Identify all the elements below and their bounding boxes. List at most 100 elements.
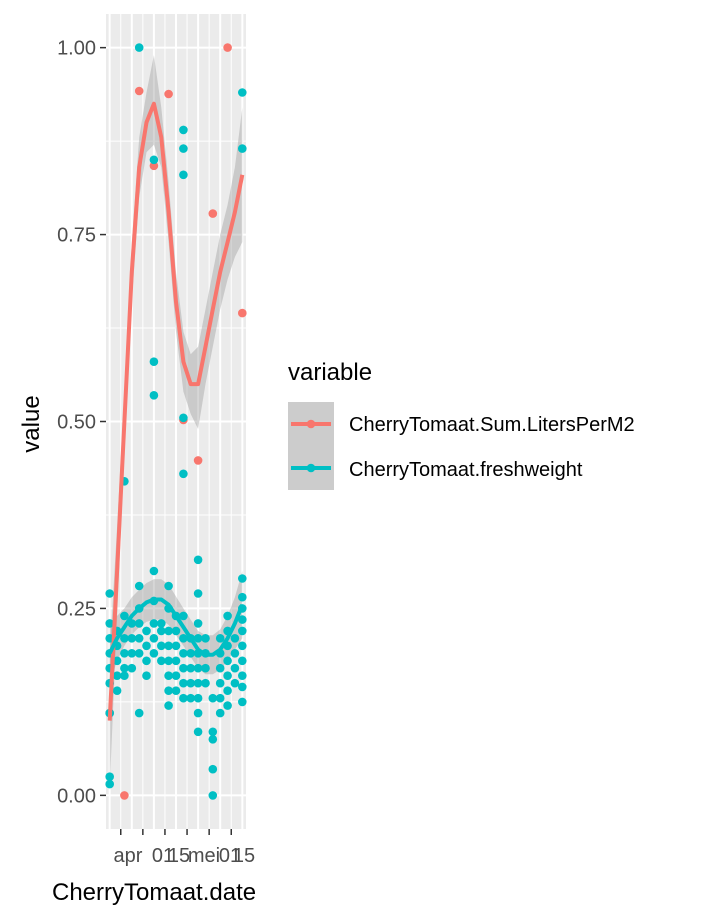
data-point-series-1 <box>105 772 114 781</box>
data-point-series-1 <box>193 727 203 737</box>
data-point-series-1 <box>238 697 247 707</box>
data-point-series-1 <box>193 678 203 688</box>
data-point-series-1 <box>127 634 137 643</box>
data-point-series-1 <box>142 671 151 680</box>
data-point-series-1 <box>164 701 173 710</box>
data-point-series-1 <box>171 626 181 636</box>
data-point-series-1 <box>193 619 203 628</box>
data-point-series-1 <box>164 581 173 591</box>
smooth-lines <box>107 101 245 721</box>
data-point-series-1 <box>112 686 122 695</box>
data-point-series-1 <box>238 144 247 153</box>
data-point-series-1 <box>127 649 137 658</box>
y-tick-label: 0.25 <box>57 598 96 620</box>
data-point-series-1 <box>208 735 218 744</box>
data-point-series-1 <box>179 663 188 673</box>
data-point-series-0 <box>238 308 247 318</box>
data-point-series-1 <box>134 581 144 591</box>
data-point-series-1 <box>120 611 129 621</box>
data-point-series-1 <box>149 357 159 367</box>
data-point-series-1 <box>112 656 122 666</box>
data-point-series-1 <box>238 682 247 692</box>
data-point-series-1 <box>149 619 159 628</box>
x-tick-label: 01 <box>152 845 174 867</box>
y-axis: 0.00 0.25 0.50 0.75 1.00 <box>57 38 106 807</box>
data-point-series-1 <box>157 656 166 666</box>
data-point-series-1 <box>238 592 247 602</box>
data-point-series-1 <box>208 764 218 774</box>
data-point-series-1 <box>120 634 129 643</box>
data-point-series-1 <box>179 170 188 180</box>
legend-label-freshweight: CherryTomaat.freshweight <box>349 459 583 481</box>
data-point-series-1 <box>223 686 232 695</box>
data-point-series-1 <box>215 678 225 688</box>
data-point-series-0 <box>193 456 203 465</box>
data-point-series-0 <box>149 161 159 171</box>
data-point-series-1 <box>215 693 225 703</box>
data-point-series-1 <box>149 634 159 643</box>
data-point-series-1 <box>223 701 232 710</box>
data-point-series-1 <box>238 656 247 666</box>
data-point-series-1 <box>134 649 144 658</box>
data-point-series-1 <box>208 693 218 703</box>
y-tick-label: 1.00 <box>57 38 96 60</box>
y-tick-label: 0.00 <box>57 785 96 807</box>
x-tick-label: 15 <box>233 845 255 867</box>
data-point-series-1 <box>186 678 195 688</box>
data-point-series-1 <box>238 641 247 651</box>
data-point-series-1 <box>179 678 188 688</box>
y-tick-label: 0.50 <box>57 412 96 434</box>
data-point-series-1 <box>230 663 240 673</box>
data-point-series-1 <box>223 656 232 666</box>
data-point-series-1 <box>215 663 225 673</box>
data-point-series-1 <box>186 663 195 673</box>
data-point-series-1 <box>179 469 188 479</box>
data-point-series-1 <box>193 589 203 598</box>
data-point-series-1 <box>215 634 225 643</box>
data-point-series-1 <box>215 708 225 718</box>
legend-key-point <box>306 463 316 473</box>
data-point-series-1 <box>230 649 240 658</box>
data-point-series-1 <box>223 671 232 680</box>
data-point-series-1 <box>171 671 181 680</box>
data-point-series-1 <box>164 686 173 695</box>
data-point-series-1 <box>171 656 181 666</box>
x-tick-label: mei <box>188 845 220 867</box>
legend: variable CherryTomaat.Sum.LitersPerM2 Ch… <box>288 359 635 490</box>
data-point-series-1 <box>120 649 129 658</box>
data-point-series-1 <box>120 663 129 673</box>
data-point-series-1 <box>164 671 173 680</box>
data-point-series-1 <box>179 611 188 621</box>
data-point-series-1 <box>149 566 159 576</box>
data-point-series-1 <box>142 626 151 636</box>
data-point-series-1 <box>230 678 240 688</box>
data-point-series-1 <box>164 656 173 666</box>
legend-title: variable <box>288 359 372 386</box>
data-point-series-1 <box>134 634 144 643</box>
data-point-series-1 <box>193 663 203 673</box>
data-point-series-1 <box>112 671 122 680</box>
data-point-series-0 <box>164 89 173 99</box>
x-tick-label: 01 <box>219 845 241 867</box>
smooth-line-series-1 <box>107 597 245 657</box>
x-tick-label: 15 <box>168 845 190 867</box>
data-point-series-1 <box>201 663 210 673</box>
x-axis-title: CherryTomaat.date <box>52 879 256 906</box>
legend-key-point <box>306 419 316 429</box>
data-point-series-1 <box>134 619 144 628</box>
data-point-series-1 <box>134 708 144 718</box>
data-point-series-1 <box>157 641 166 651</box>
data-point-series-1 <box>230 634 240 643</box>
data-point-series-1 <box>171 641 181 651</box>
data-point-series-1 <box>157 626 166 636</box>
data-point-series-1 <box>238 671 247 680</box>
data-point-series-1 <box>164 641 173 651</box>
data-point-series-1 <box>134 43 144 52</box>
data-point-series-0 <box>134 86 144 96</box>
data-point-series-0 <box>208 209 218 218</box>
data-point-series-1 <box>149 391 159 400</box>
data-point-series-1 <box>193 555 203 565</box>
data-point-series-1 <box>238 574 247 583</box>
data-point-series-1 <box>142 641 151 651</box>
